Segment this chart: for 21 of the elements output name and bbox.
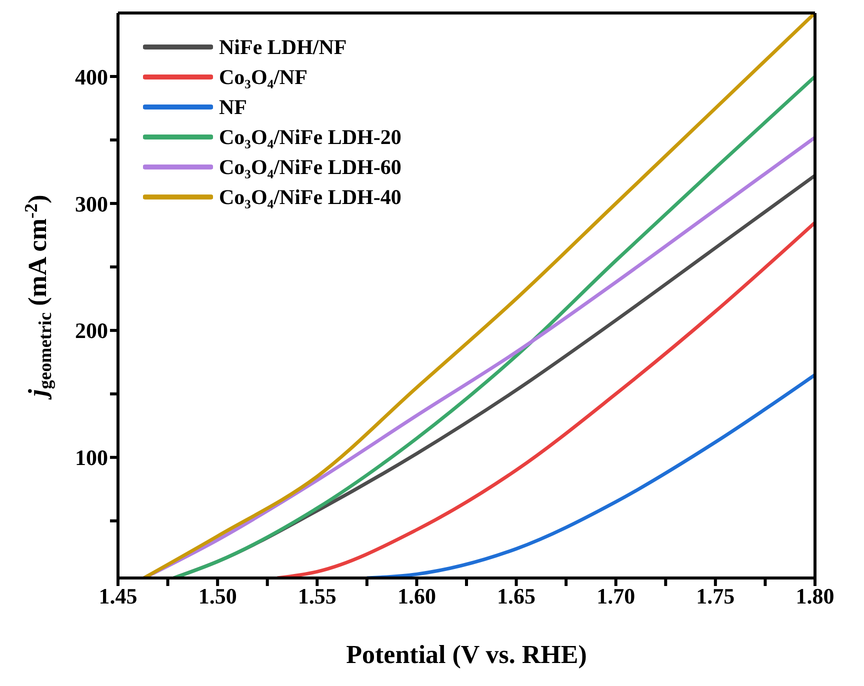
y-tick-label: 400 [75,64,108,90]
legend-label: Co₃O₄/NF [219,64,308,91]
x-tick-label: 1.45 [98,584,138,609]
y-tick-label: 300 [75,191,108,216]
legend-label: NF [219,94,247,121]
line-series [365,373,815,578]
x-axis-title: Potential (V vs. RHE) [346,640,587,669]
line-series [276,220,815,578]
legend-label: NiFe LDH/NF [219,34,347,61]
x-tick-label: 1.55 [298,584,336,609]
x-tick-label: 1.65 [497,584,536,609]
x-tick-label: 1.80 [796,584,834,609]
x-tick-label: 1.70 [596,584,636,609]
x-tick-label: 1.75 [696,584,735,609]
y-tick-label: 100 [75,445,108,470]
x-tick-label: 1.50 [198,584,237,609]
y-tick-label: 200 [75,318,108,344]
legend-label: Co₃O₄/NiFe LDH-20 [219,124,402,151]
legend-label: Co₃O₄/NiFe LDH-60 [219,154,402,181]
x-tick-label: 1.60 [397,584,436,609]
legend-label: Co₃O₄/NiFe LDH-40 [219,184,402,211]
